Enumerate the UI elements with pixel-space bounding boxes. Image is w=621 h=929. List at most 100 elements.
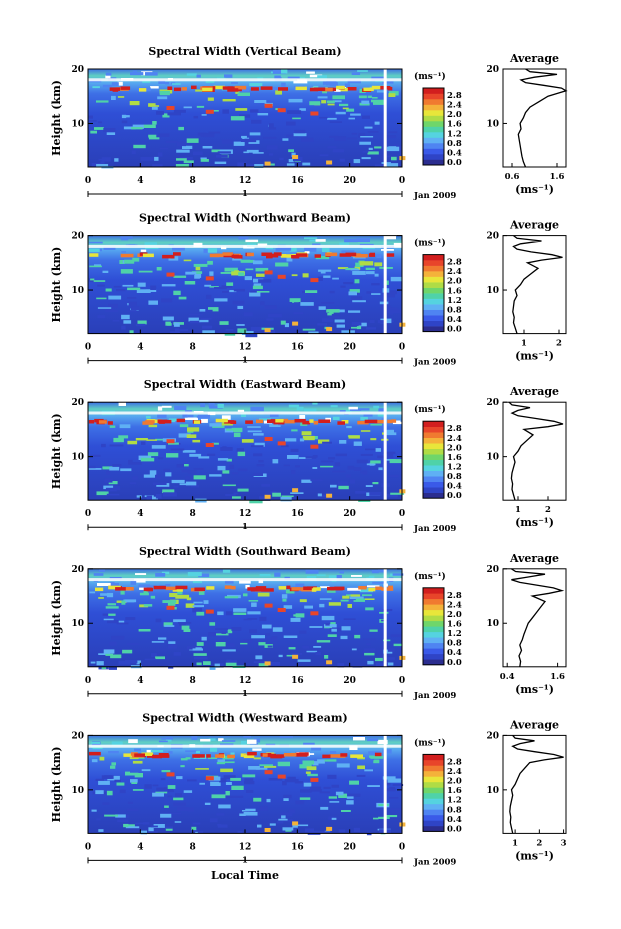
heatmap-cell xyxy=(358,133,366,138)
heatmap-cell xyxy=(247,739,257,744)
heatmap-cell xyxy=(320,806,329,810)
colorbar-swatch xyxy=(423,814,444,821)
heatmap-cell xyxy=(278,87,288,91)
heatmap-cell xyxy=(209,405,223,409)
heatmap-cell xyxy=(213,85,225,90)
heatmap-cell xyxy=(288,159,294,163)
heatmap-cell xyxy=(145,420,155,424)
heatmap-cell xyxy=(296,824,309,827)
colorbar-swatch xyxy=(423,754,444,761)
heatmap-cell xyxy=(266,254,273,259)
heatmap-cell xyxy=(218,663,224,668)
heatmap-cell xyxy=(385,781,391,786)
heatmap-cell xyxy=(322,81,328,85)
x-tick-label: 12 xyxy=(239,842,252,852)
heatmap-cell xyxy=(88,248,100,252)
heatmap-cell xyxy=(305,456,317,459)
heatmap-cell xyxy=(146,439,157,441)
x-tick-label: 4 xyxy=(137,509,143,519)
heatmap-cell xyxy=(346,426,352,429)
heatmap-cell xyxy=(245,585,250,589)
heatmap-cell xyxy=(302,435,315,441)
heatmap-cell xyxy=(249,132,261,136)
heatmap-cell xyxy=(295,800,305,805)
colorbar-tick-label: 1.6 xyxy=(447,286,462,296)
heatmap-cell xyxy=(365,448,379,451)
colorbar-swatch xyxy=(423,593,444,600)
heatmap-cell xyxy=(281,495,294,497)
heatmap-cell xyxy=(287,76,300,79)
heatmap-cell xyxy=(165,737,173,740)
heatmap-cell xyxy=(386,429,394,433)
heatmap-cell xyxy=(230,795,244,798)
heatmap-cell xyxy=(373,817,379,820)
heatmap-cell xyxy=(206,586,215,590)
heatmap-cell xyxy=(118,660,131,665)
heatmap-cell xyxy=(91,759,98,763)
heatmap-cell xyxy=(158,740,168,743)
heatmap-cell xyxy=(225,791,230,796)
heatmap-cell xyxy=(183,790,193,793)
heatmap-cell xyxy=(144,242,157,246)
heatmap-cell xyxy=(186,138,199,143)
heatmap-cell xyxy=(94,418,104,423)
heatmap-cell xyxy=(127,297,137,299)
profile-title: Average xyxy=(509,552,559,565)
colorbar-swatch xyxy=(423,642,444,649)
heatmap-cell xyxy=(102,270,109,273)
heatmap-cell xyxy=(300,302,314,306)
heatmap-cell xyxy=(194,754,205,758)
colorbar-swatch xyxy=(423,309,444,316)
heatmap-cell xyxy=(201,418,208,423)
heatmap-cell xyxy=(157,406,163,411)
heatmap-cell xyxy=(273,420,285,425)
heatmap-cell xyxy=(185,271,197,275)
heatmap-cell xyxy=(167,644,177,649)
heatmap-cell xyxy=(187,427,200,432)
heatmap-cell xyxy=(120,590,125,595)
heatmap-cell xyxy=(231,785,244,790)
heatmap-cell xyxy=(222,109,229,114)
heatmap-cell xyxy=(172,607,177,610)
heatmap-cell xyxy=(223,775,236,779)
y-tick-label: 10 xyxy=(71,119,84,129)
colorbar-tick-label: 0.4 xyxy=(447,315,462,325)
heatmap-cell xyxy=(214,161,227,164)
heatmap-cell xyxy=(174,405,187,410)
heatmap-cell xyxy=(147,452,159,457)
heatmap-cell xyxy=(190,484,200,488)
heatmap-cell xyxy=(195,266,201,271)
heatmap-cell xyxy=(129,330,134,334)
colorbar-tick-label: 2.8 xyxy=(447,424,462,434)
heatmap-cell xyxy=(183,259,192,262)
heatmap-cell xyxy=(215,642,226,647)
heatmap-cell xyxy=(168,442,179,445)
colorbar-tick-label: 2.0 xyxy=(447,277,462,287)
heatmap-cell xyxy=(389,307,398,310)
heatmap-cell xyxy=(217,151,231,154)
profile-x-tick-label: 1.6 xyxy=(550,672,565,682)
heatmap-cell xyxy=(121,325,126,330)
heatmap-cell xyxy=(231,627,242,631)
heatmap-cell xyxy=(366,291,372,294)
heatmap-cell xyxy=(305,290,318,293)
heatmap-cell xyxy=(91,280,106,282)
data-gap-band xyxy=(88,78,402,82)
heatmap-cell xyxy=(240,139,248,142)
heatmap-cell xyxy=(350,754,363,758)
heatmap-cell xyxy=(125,617,136,621)
colorbar-tick-label: 1.2 xyxy=(447,629,462,639)
heatmap-cell xyxy=(232,300,245,305)
heatmap-cell xyxy=(96,100,109,103)
heatmap-cell xyxy=(185,603,195,608)
heatmap-cell xyxy=(152,482,167,485)
heatmap-cell xyxy=(327,100,335,104)
heatmap-cell xyxy=(155,474,161,480)
colorbar-swatch xyxy=(423,315,444,321)
colorbar-swatch xyxy=(423,598,444,605)
heatmap-cell xyxy=(205,776,214,781)
profile-title: Average xyxy=(509,52,559,65)
heatmap-cell xyxy=(367,131,379,133)
heatmap-cell xyxy=(328,602,341,606)
colorbar-swatch xyxy=(423,276,444,283)
